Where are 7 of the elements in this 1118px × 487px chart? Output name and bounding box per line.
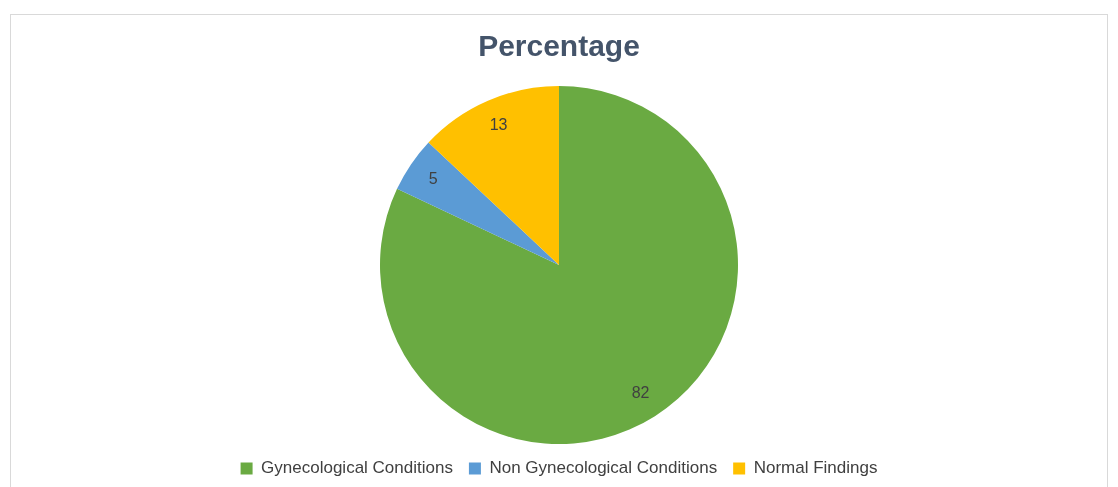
chart-title: Percentage: [478, 29, 640, 63]
legend-label: Normal Findings: [753, 458, 878, 478]
data-label: 82: [631, 383, 650, 401]
legend-label: Non Gynecological Conditions: [489, 458, 718, 478]
legend-label: Gynecological Conditions: [261, 458, 453, 478]
data-label: 13: [489, 115, 508, 133]
data-label: 5: [428, 169, 438, 187]
